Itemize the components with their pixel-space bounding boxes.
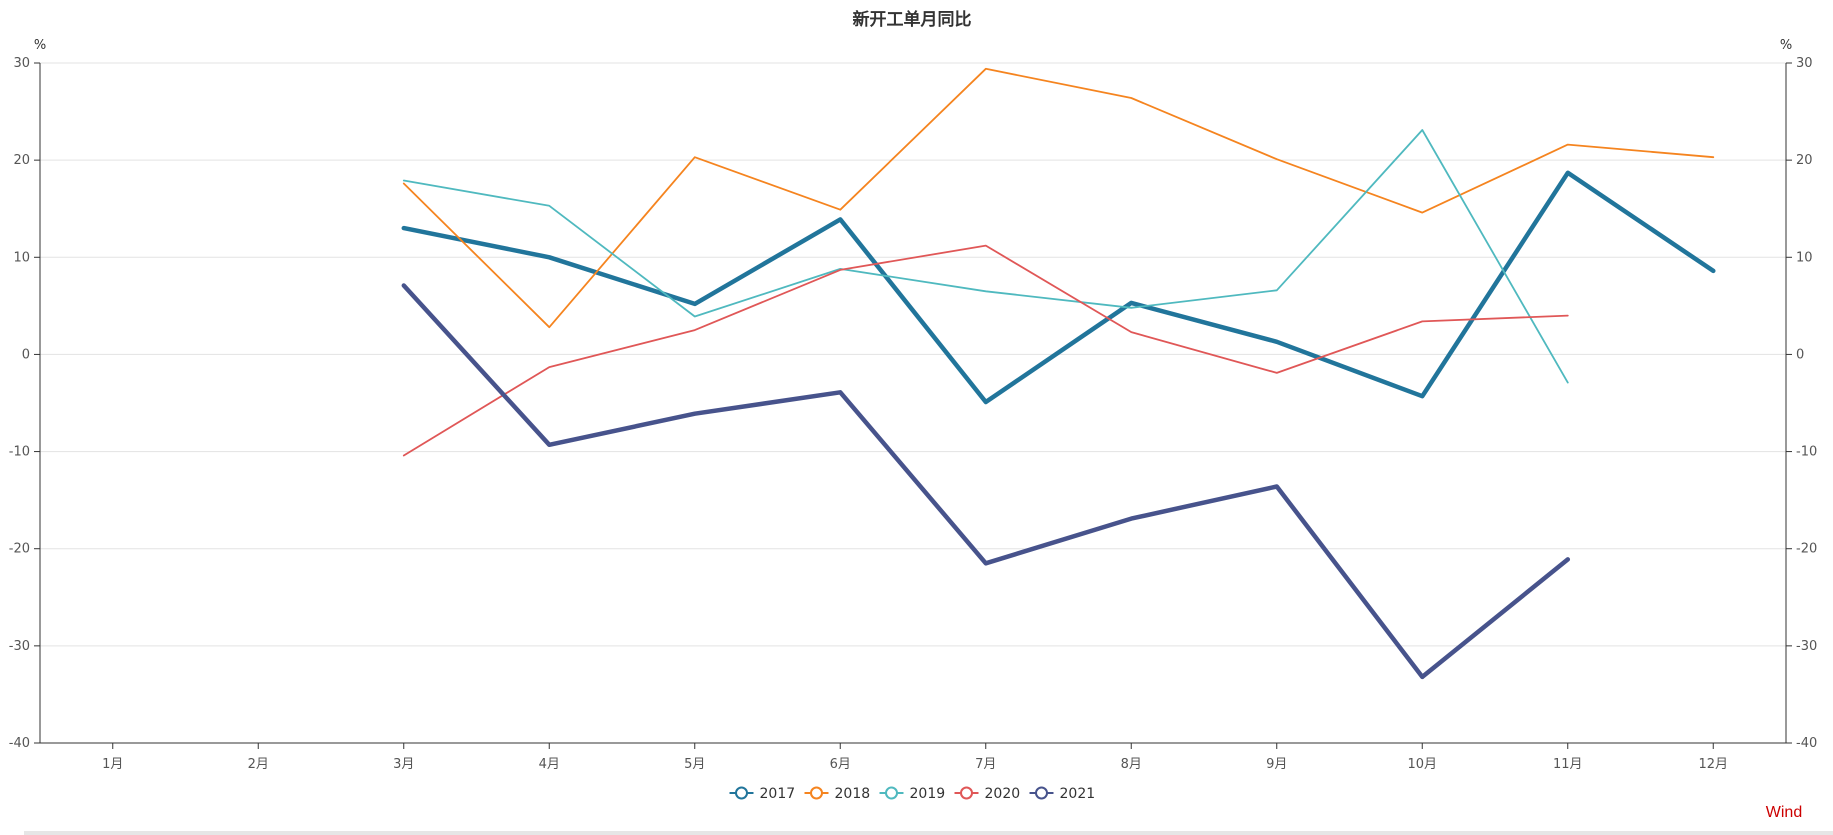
x-tick-label: 9月 (1266, 757, 1287, 772)
right-axis-unit: % (1780, 38, 1792, 53)
x-tick-label: 11月 (1553, 757, 1583, 772)
x-tick-label: 1月 (102, 757, 123, 772)
left-y-tick-label: 0 (22, 347, 30, 362)
legend-circle-icon (810, 786, 823, 800)
x-tick-label: 6月 (830, 757, 851, 772)
left-y-tick-label: -30 (9, 639, 30, 654)
series-line-2020 (402, 244, 1569, 457)
series-line-2019 (402, 129, 1569, 384)
right-y-tick-label: -40 (1796, 736, 1817, 751)
series-line-2017 (401, 170, 1716, 405)
legend[interactable]: 2017 2018 2019 2020 2021 (729, 786, 1096, 802)
right-y-tick-label: -30 (1796, 639, 1817, 654)
x-tick-label: 8月 (1121, 757, 1142, 772)
right-y-tick-label: 30 (1796, 56, 1813, 71)
left-y-tick-label: 10 (13, 250, 30, 265)
legend-label: 2020 (985, 786, 1021, 802)
series-line-2018 (402, 67, 1715, 329)
right-y-tick-label: -10 (1796, 445, 1817, 460)
legend-circle-icon (1035, 786, 1048, 800)
legend-label: 2021 (1060, 786, 1096, 802)
legend-circle-icon (735, 786, 748, 800)
right-y-tick-label: 10 (1796, 250, 1813, 265)
legend-item-2021[interactable]: 2021 (1029, 786, 1096, 802)
right-y-tick-label: 20 (1796, 153, 1813, 168)
left-y-tick-label: -40 (9, 736, 30, 751)
left-y-tick-label: 20 (13, 153, 30, 168)
x-tick-label: 5月 (684, 757, 705, 772)
legend-circle-icon (885, 786, 898, 800)
series-lines (401, 67, 1716, 680)
left-y-tick-label: -20 (9, 542, 30, 557)
chart-title: 新开工单月同比 (853, 9, 972, 30)
left-axis-unit: % (34, 38, 46, 53)
axes: 30 30 20 20 10 10 0 0 -10 -10 -20 -20 -30 -30 -40 -40 1月… (9, 56, 1817, 772)
legend-label: 2017 (760, 786, 796, 802)
gridlines (40, 62, 1786, 647)
x-tick-label: 10月 (1407, 757, 1437, 772)
x-tick-label: 7月 (975, 757, 996, 772)
right-y-tick-label: -20 (1796, 542, 1817, 557)
x-tick-label: 4月 (539, 757, 560, 772)
legend-label: 2018 (835, 786, 871, 802)
series-line-2021 (401, 283, 1571, 680)
legend-label: 2019 (910, 786, 946, 802)
left-y-tick-label: 30 (13, 56, 30, 71)
source-label: Wind (1766, 804, 1802, 821)
legend-item-2018[interactable]: 2018 (804, 786, 871, 802)
legend-item-2020[interactable]: 2020 (954, 786, 1021, 802)
x-tick-label: 3月 (393, 757, 414, 772)
legend-item-2017[interactable]: 2017 (729, 786, 796, 802)
horizontal-scrollbar[interactable] (24, 831, 1833, 835)
right-y-tick-label: 0 (1796, 347, 1804, 362)
x-tick-label: 12月 (1698, 757, 1728, 772)
legend-item-2019[interactable]: 2019 (879, 786, 946, 802)
legend-circle-icon (960, 786, 973, 800)
left-y-tick-label: -10 (9, 445, 30, 460)
x-tick-label: 2月 (248, 757, 269, 772)
